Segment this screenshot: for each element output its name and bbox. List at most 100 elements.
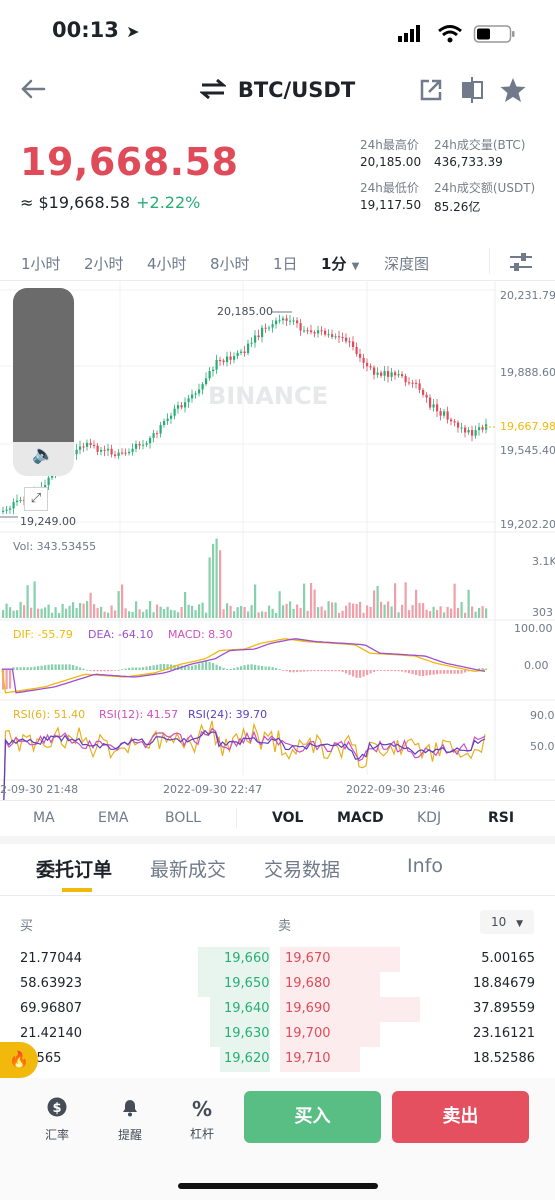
candle-body (373, 367, 376, 375)
ind-macd[interactable]: MACD (337, 810, 384, 826)
candle-body (124, 452, 127, 454)
ind-kdj[interactable]: KDJ (417, 810, 442, 826)
buy-button[interactable]: 买入 (244, 1091, 381, 1143)
volume-bar (187, 604, 190, 618)
tf-1d[interactable]: 1日 (273, 255, 298, 273)
ask-depth-bar (280, 972, 380, 997)
flame-icon[interactable]: 🔥 (0, 1042, 38, 1078)
volume-bar (373, 590, 376, 618)
compare-icon[interactable] (460, 76, 484, 104)
ind-rsi[interactable]: RSI (488, 810, 515, 826)
tf-2h[interactable]: 2小时 (84, 255, 124, 273)
volume-bar (156, 604, 159, 618)
ind-ema[interactable]: EMA (98, 810, 129, 826)
leverage-tool[interactable]: % 杠杆 (182, 1097, 222, 1142)
volume-bar (16, 610, 19, 618)
macd-bar (387, 670, 390, 672)
candle-body (16, 500, 19, 503)
rate-tool[interactable]: $ 汇率 (37, 1097, 77, 1143)
macd-bar (110, 670, 113, 672)
depth-select[interactable]: 10 ▼ (480, 910, 534, 934)
rate-label: 汇率 (44, 1128, 69, 1142)
volume-bar (397, 612, 400, 618)
macd-bar (149, 665, 152, 670)
sell-button[interactable]: 卖出 (392, 1091, 529, 1143)
macd-bar (460, 670, 463, 674)
pair-title-wrap[interactable]: BTC/USDT (0, 78, 555, 102)
vol-btc-label: 24h成交量(BTC) (434, 138, 526, 152)
volume-bar (128, 611, 131, 618)
share-icon[interactable] (419, 78, 443, 102)
expand-icon[interactable]: ⤢ (24, 487, 48, 511)
tf-depth[interactable]: 深度图 (384, 255, 430, 273)
tf-1h[interactable]: 1小时 (21, 255, 61, 273)
high-value: 20,185.00 (360, 155, 422, 169)
macd-bar (212, 663, 215, 670)
macd-bar (250, 664, 253, 670)
volume-bar (327, 601, 330, 618)
volume-bar (229, 605, 232, 618)
ind-boll[interactable]: BOLL (165, 810, 201, 826)
macd-bar (236, 667, 239, 670)
volume-bar (247, 611, 250, 618)
volume-bar (359, 601, 362, 618)
candle-body (289, 320, 292, 322)
ind-vol[interactable]: VOL (272, 810, 304, 826)
sell-header: 卖 (278, 919, 292, 934)
ind-ma[interactable]: MA (33, 810, 55, 826)
volume-bar (222, 609, 225, 618)
candle-body (75, 449, 78, 455)
alert-tool[interactable]: 提醒 (110, 1097, 150, 1143)
tab-info[interactable]: Info (407, 855, 443, 877)
tab-trades[interactable]: 最新成交 (150, 859, 227, 881)
orderbook-row[interactable]: 21.42140 19,630 19,700 23.16121 (0, 1022, 555, 1047)
volume-bar (362, 612, 365, 618)
ask-price: 19,680 (285, 976, 331, 991)
volume-hud[interactable]: 🔈 (13, 288, 74, 476)
star-icon[interactable] (500, 77, 526, 103)
volume-bar (19, 601, 22, 618)
orderbook-row[interactable]: 42565 19,620 19,710 18.52586 (0, 1047, 555, 1072)
candle-body (320, 330, 323, 332)
sections-divider (0, 895, 555, 896)
alert-label: 提醒 (117, 1128, 142, 1142)
caret-down-icon: ▼ (516, 919, 524, 929)
bid-qty: 69.96807 (20, 1001, 83, 1016)
ask-depth-bar (280, 1047, 360, 1072)
time-axis-1: 2-09-30 21:48 (0, 783, 79, 796)
kline-chart[interactable]: BINANCE (0, 280, 555, 800)
candle-body (5, 509, 8, 511)
section-gap (0, 836, 555, 844)
tab-orders[interactable]: 委托订单 (36, 859, 113, 881)
volume-bar (387, 601, 390, 618)
volume-bar (2, 610, 5, 618)
macd-bar (443, 670, 446, 674)
candle-body (366, 362, 369, 367)
sliders-icon[interactable] (508, 250, 534, 274)
candle-body (229, 356, 232, 360)
back-arrow-icon[interactable] (20, 78, 46, 100)
orderbook-row[interactable]: 21.77044 19,660 19,670 5.00165 (0, 947, 555, 972)
tab-market-data[interactable]: 交易数据 (264, 859, 341, 881)
volume-bar (278, 591, 281, 618)
macd-bar (222, 667, 225, 670)
macd-bar (359, 670, 362, 678)
swap-icon[interactable] (198, 78, 227, 102)
volume-bar (254, 584, 257, 618)
candle-body (131, 448, 134, 452)
tf-4h[interactable]: 4小时 (147, 255, 187, 273)
orderbook-row[interactable]: 69.96807 19,640 19,690 37.89559 (0, 997, 555, 1022)
volume-bar (429, 611, 432, 618)
orderbook-row[interactable]: 58.63923 19,650 19,680 18.84679 (0, 972, 555, 997)
macd-bar (51, 664, 54, 670)
tf-8h[interactable]: 8小时 (210, 255, 250, 273)
volume-bar (481, 606, 484, 618)
volume-bar (268, 605, 271, 618)
vol-btc-value: 436,733.39 (434, 155, 503, 169)
tf-1m[interactable]: 1分 ▼ (321, 253, 359, 274)
macd-bar (240, 666, 243, 670)
ask-depth-bar (280, 947, 400, 972)
macd-bar (282, 670, 285, 671)
volume-bar (110, 605, 113, 618)
ind-divider (236, 808, 237, 828)
